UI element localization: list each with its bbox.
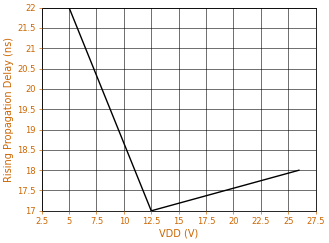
Y-axis label: Rising Propagation Delay (ns): Rising Propagation Delay (ns) [4, 37, 14, 182]
X-axis label: VDD (V): VDD (V) [159, 229, 198, 239]
